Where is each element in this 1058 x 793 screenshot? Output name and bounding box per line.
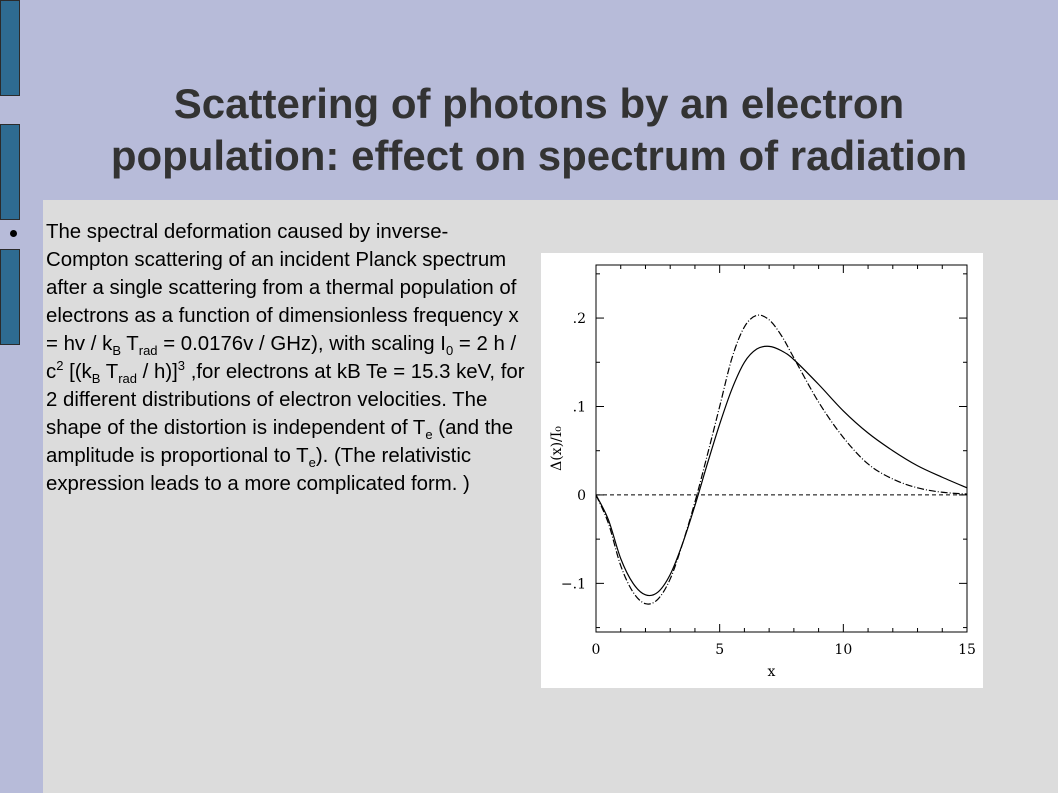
subscript: B — [112, 343, 121, 359]
text-run: [(k — [63, 361, 92, 383]
superscript: 2 — [56, 358, 64, 374]
superscript: 3 — [177, 358, 186, 374]
body-paragraph: The spectral deformation caused by inver… — [46, 218, 528, 498]
text-run: / h)] — [137, 361, 178, 383]
subscript: rad — [138, 343, 158, 359]
x-tick-label: 15 — [958, 642, 976, 658]
text-run: T — [120, 333, 139, 355]
y-tick-label: .1 — [573, 399, 586, 415]
plot-frame — [595, 264, 968, 633]
text-run: ,for electrons at kB Te = 15.3 keV, for … — [46, 361, 525, 439]
y-tick-label: .2 — [573, 311, 586, 327]
x-tick-label: 0 — [592, 642, 601, 658]
series-line-1 — [595, 345, 968, 597]
y-tick-label: −.1 — [561, 576, 586, 592]
decorative-bar-1 — [0, 0, 20, 96]
decorative-bar-2 — [0, 124, 20, 220]
title-line-2: population: effect on spectrum of radiat… — [110, 132, 968, 179]
text-run: = 2 h / c — [46, 333, 517, 383]
series-line-2 — [595, 314, 968, 605]
subscript: rad — [118, 371, 137, 387]
subscript: 0 — [445, 343, 454, 359]
text-run: T — [100, 361, 119, 383]
subscript: e — [425, 427, 433, 443]
x-tick-label: 10 — [834, 642, 852, 658]
title-line-1: Scattering of photons by an electron — [173, 80, 905, 127]
y-tick-label: 0 — [577, 488, 586, 504]
text-run: (and the amplitude is proportional to T — [46, 417, 514, 467]
x-tick-label: 5 — [715, 642, 724, 658]
title-band — [0, 0, 1058, 200]
decorative-bar-3 — [0, 249, 20, 345]
x-axis-label: x — [768, 664, 776, 680]
chart-svg: 0 5 10 15 −.1 0 .1 .2 x Δ(x)/I₀ — [549, 264, 976, 680]
subscript: e — [308, 455, 316, 471]
text-run: ). (The relativistic expression leads to… — [46, 445, 472, 495]
slide-title: Scattering of photons by an electron pop… — [20, 78, 1058, 182]
text-run: The spectral deformation caused by inver… — [46, 221, 519, 355]
y-axis-label: Δ(x)/I₀ — [549, 426, 565, 471]
chart-figure: 0 5 10 15 −.1 0 .1 .2 x Δ(x)/I₀ — [541, 253, 983, 688]
bullet-icon — [10, 230, 17, 237]
subscript: B — [91, 371, 101, 387]
text-run: = 0.0176v / GHz), with scaling I — [157, 333, 446, 355]
